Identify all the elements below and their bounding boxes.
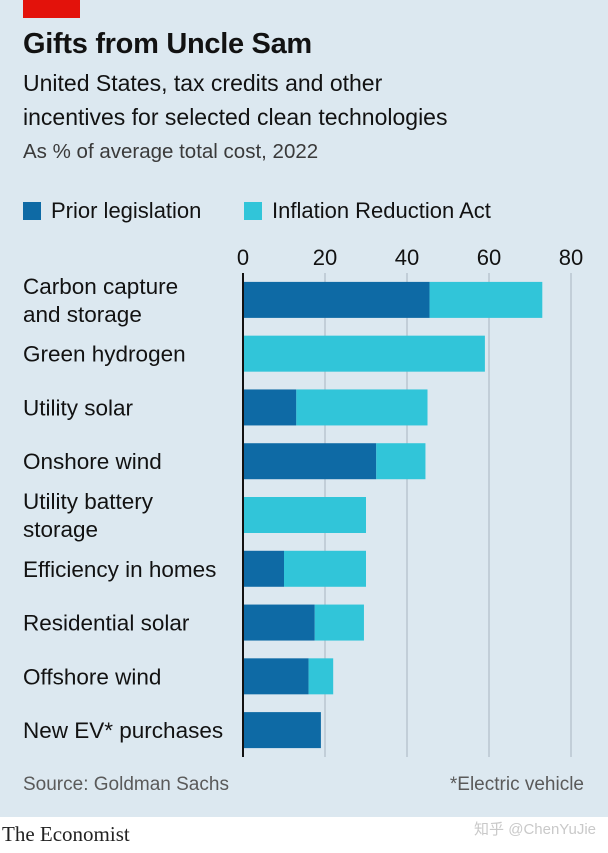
bar-ira-6: [314, 604, 364, 641]
category-label-0-line-1: and storage: [23, 302, 142, 327]
bar-prior-8: [243, 712, 321, 749]
legend-swatch-prior: [23, 202, 41, 220]
legend-label-ira: Inflation Reduction Act: [272, 198, 491, 223]
bar-prior-0: [243, 281, 430, 318]
x-tick-label-20: 20: [313, 245, 337, 270]
bar-ira-2: [296, 389, 428, 426]
legend-swatch-ira: [244, 202, 262, 220]
watermark: 知乎 @ChenYuJie: [474, 821, 596, 838]
source-note: Source: Goldman Sachs: [23, 774, 229, 795]
brand-red-tag: [23, 0, 80, 18]
bar-prior-2: [243, 389, 297, 426]
bar-ira-0: [429, 281, 543, 318]
brand-wordmark: The Economist: [2, 822, 130, 846]
chart-unit-label: As % of average total cost, 2022: [23, 140, 319, 163]
x-tick-label-40: 40: [395, 245, 419, 270]
bar-chart: 0 20 40 60 80 Carbon capture and storage Green …: [23, 245, 583, 757]
x-tick-label-80: 80: [559, 245, 583, 270]
category-label-5: Efficiency in homes: [23, 557, 216, 582]
bar-prior-5: [243, 550, 284, 587]
legend-label-prior: Prior legislation: [51, 198, 202, 223]
footnote: *Electric vehicle: [449, 774, 584, 795]
category-label-2: Utility solar: [23, 395, 134, 420]
chart-title: Gifts from Uncle Sam: [23, 28, 312, 60]
category-label-7: Offshore wind: [23, 664, 161, 689]
category-label-8: New EV* purchases: [23, 718, 223, 743]
legend-item-prior-legislation: Prior legislation: [23, 197, 201, 225]
bar-ira-7: [308, 658, 334, 695]
bar-prior-3: [243, 443, 377, 480]
bar-ira-5: [284, 550, 366, 587]
bar-prior-6: [243, 604, 315, 641]
chart-subtitle-line-2: incentives for selected clean technologi…: [23, 104, 448, 130]
bar-ira-3: [376, 443, 426, 480]
category-label-1: Green hydrogen: [23, 342, 186, 367]
category-label-6: Residential solar: [23, 611, 190, 636]
bar-ira-4: [243, 497, 366, 533]
category-label-4-line-1: storage: [23, 517, 98, 542]
bar-prior-7: [243, 658, 309, 695]
bar-ira-1: [243, 335, 485, 372]
x-tick-label-60: 60: [477, 245, 501, 270]
x-tick-label-0: 0: [237, 245, 249, 270]
category-label-3: Onshore wind: [23, 449, 162, 474]
chart-subtitle-line-1: United States, tax credits and other: [23, 70, 383, 96]
legend-item-inflation-reduction-act: Inflation Reduction Act: [244, 197, 491, 225]
category-label-0-line-0: Carbon capture: [23, 274, 178, 299]
category-label-4-line-0: Utility battery: [23, 489, 154, 514]
